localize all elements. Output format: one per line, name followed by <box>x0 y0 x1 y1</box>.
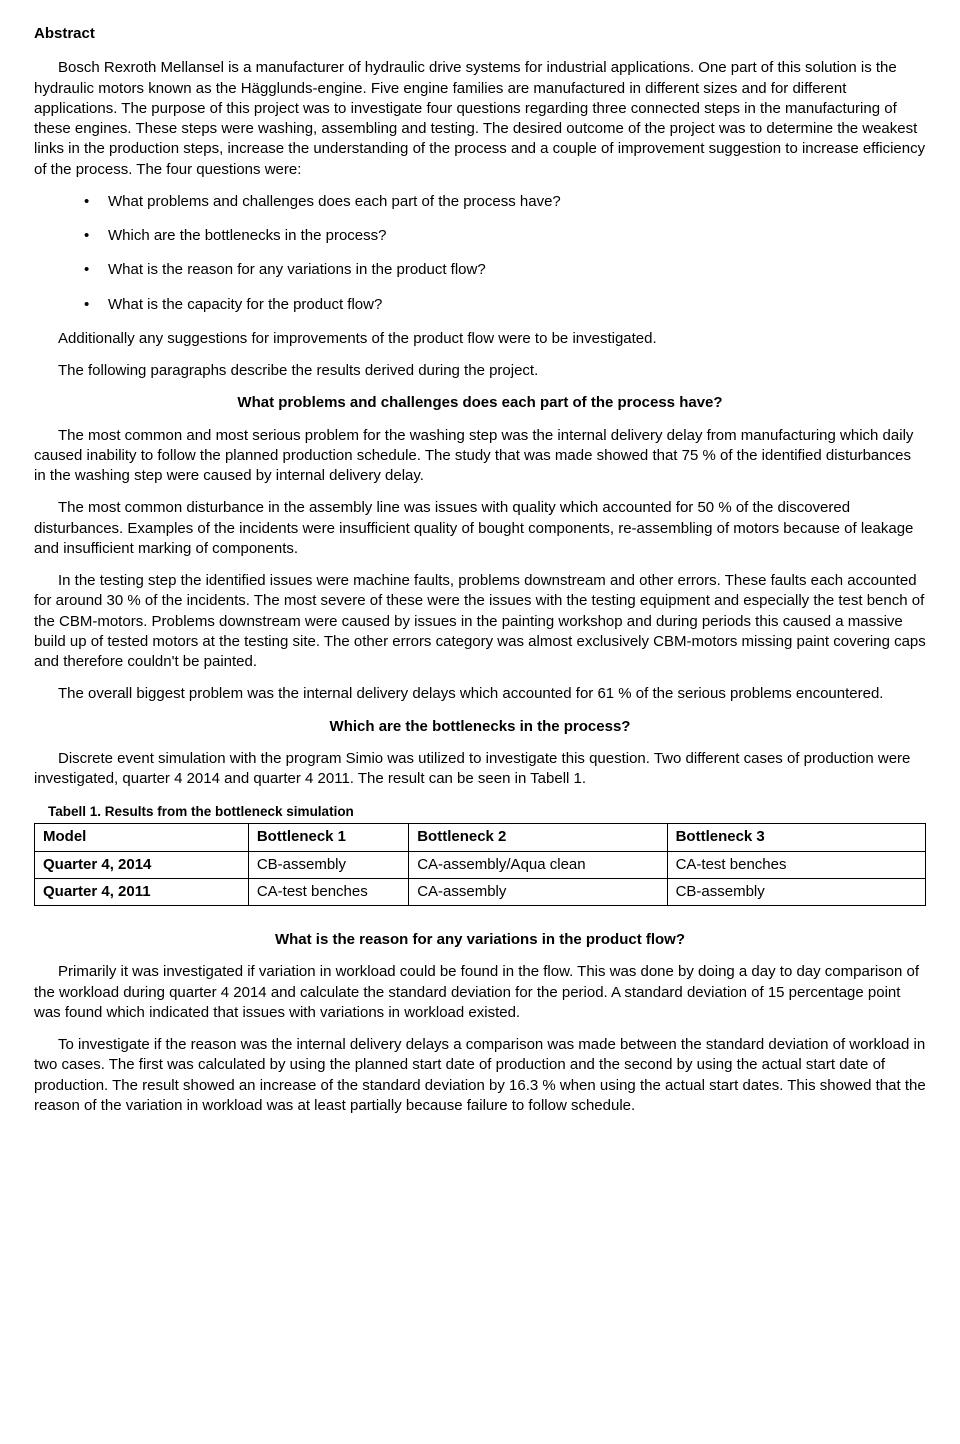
table-cell: CB-assembly <box>667 878 925 905</box>
abstract-title: Abstract <box>34 24 926 44</box>
table-caption: Tabell 1. Results from the bottleneck si… <box>48 803 926 821</box>
section-heading: Which are the bottlenecks in the process… <box>34 717 926 737</box>
table-cell: CB-assembly <box>248 851 408 878</box>
table-header-cell: Bottleneck 2 <box>409 824 667 851</box>
questions-list: What problems and challenges does each p… <box>34 192 926 315</box>
list-item: What is the capacity for the product flo… <box>34 295 926 315</box>
body-paragraph: Primarily it was investigated if variati… <box>34 962 926 1023</box>
table-cell: Quarter 4, 2011 <box>35 878 249 905</box>
intro-paragraph: Bosch Rexroth Mellansel is a manufacture… <box>34 58 926 180</box>
table-header-cell: Bottleneck 3 <box>667 824 925 851</box>
table-cell: CA-assembly <box>409 878 667 905</box>
list-item: What is the reason for any variations in… <box>34 260 926 280</box>
list-item: Which are the bottlenecks in the process… <box>34 226 926 246</box>
body-paragraph: The following paragraphs describe the re… <box>34 361 926 381</box>
section-heading: What is the reason for any variations in… <box>34 930 926 950</box>
bottleneck-table: Model Bottleneck 1 Bottleneck 2 Bottlene… <box>34 823 926 906</box>
table-cell: CA-assembly/Aqua clean <box>409 851 667 878</box>
table-header-row: Model Bottleneck 1 Bottleneck 2 Bottlene… <box>35 824 926 851</box>
body-paragraph: To investigate if the reason was the int… <box>34 1035 926 1116</box>
body-paragraph: Additionally any suggestions for improve… <box>34 329 926 349</box>
table-header-cell: Bottleneck 1 <box>248 824 408 851</box>
body-paragraph: Discrete event simulation with the progr… <box>34 749 926 790</box>
table-row: Quarter 4, 2011 CA-test benches CA-assem… <box>35 878 926 905</box>
body-paragraph: The overall biggest problem was the inte… <box>34 684 926 704</box>
body-paragraph: The most common and most serious problem… <box>34 426 926 487</box>
table-cell: CA-test benches <box>248 878 408 905</box>
section-heading: What problems and challenges does each p… <box>34 393 926 413</box>
list-item: What problems and challenges does each p… <box>34 192 926 212</box>
table-cell: Quarter 4, 2014 <box>35 851 249 878</box>
body-paragraph: The most common disturbance in the assem… <box>34 498 926 559</box>
table-header-cell: Model <box>35 824 249 851</box>
table-row: Quarter 4, 2014 CB-assembly CA-assembly/… <box>35 851 926 878</box>
table-cell: CA-test benches <box>667 851 925 878</box>
body-paragraph: In the testing step the identified issue… <box>34 571 926 672</box>
